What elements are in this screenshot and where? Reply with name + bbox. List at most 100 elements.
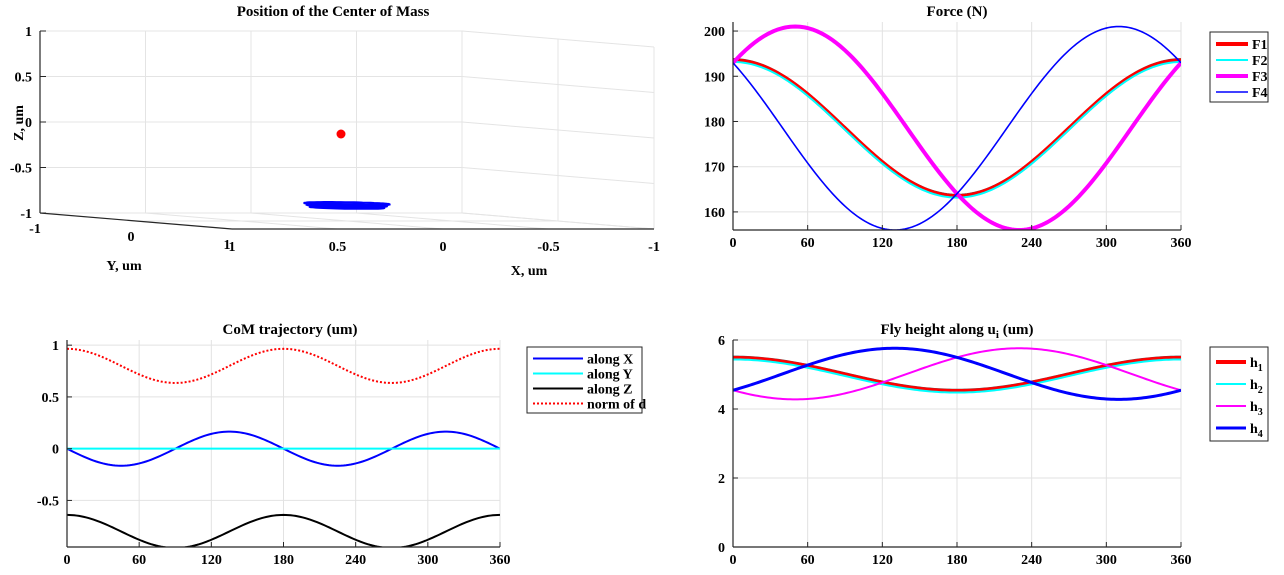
- fly-height-title-sub: i: [996, 329, 999, 341]
- y-tick-label: 190: [704, 70, 725, 85]
- fly-height-chart: Fly height along ui (um) 0 60 120 180 240 300…: [718, 322, 1269, 568]
- z-tick-label: 0: [25, 116, 32, 131]
- com-3d-zlabel: Z, um: [12, 105, 27, 141]
- plot-area: [67, 347, 500, 547]
- force-ticks: 0 60 120 180 240 300 360 160 170 180 190 200: [704, 25, 1192, 251]
- com-3d-title: Position of the Center of Mass: [237, 4, 430, 20]
- y-tick-label: 200: [704, 25, 725, 40]
- y-tick-label: -0.5: [37, 494, 59, 509]
- force-chart: Force (N) 0 60 120 180 240 300 360 160 170 180 190…: [704, 4, 1269, 251]
- legend-label-main-2: h: [1250, 378, 1258, 393]
- legend-label-1: F1: [1252, 38, 1268, 53]
- x-tick-label: 120: [872, 236, 893, 251]
- legend-label-1: along X: [587, 353, 633, 368]
- x-tick-label: 60: [801, 553, 815, 568]
- series-line-3: [67, 513, 500, 547]
- x-tick-label: 300: [417, 553, 438, 568]
- legend-label-sub-3: 3: [1258, 407, 1263, 418]
- x-tick-label: 120: [872, 553, 893, 568]
- com-3d-grid: [39, 30, 655, 230]
- legend-label-2: F2: [1252, 54, 1268, 69]
- x-tick-label: 60: [801, 236, 815, 251]
- fly-height-lines: [733, 346, 1181, 401]
- x-tick-label: 0: [730, 553, 737, 568]
- x-tick-label: 0: [64, 553, 71, 568]
- y-tick-label: 2: [718, 472, 725, 487]
- legend-label-3: F3: [1252, 70, 1268, 85]
- x-tick-label: 0: [730, 236, 737, 251]
- y-tick-label: 1: [52, 339, 59, 354]
- plot-area: [733, 346, 1181, 401]
- x-tick-label: 60: [132, 553, 146, 568]
- legend-label-main-1: along X: [587, 353, 633, 368]
- x-tick-label: -1: [648, 240, 660, 255]
- x-tick-label: 0.5: [329, 240, 347, 255]
- series-line-4: [733, 346, 1181, 401]
- z-tick-label: -0.5: [10, 162, 32, 177]
- com-trajectory-chart: CoM trajectory (um) 0 60 120 180 240 300 36010…: [37, 322, 646, 568]
- legend-label-1: h1: [1250, 356, 1263, 374]
- legend-label-main-4: h: [1250, 422, 1258, 437]
- legend-label-sub-4: 4: [1258, 429, 1263, 440]
- legend-label-2: along Y: [587, 368, 633, 383]
- y-tick-label: 0.5: [42, 391, 60, 406]
- com-3d-axes: [39, 30, 654, 230]
- force-frame: [732, 22, 1182, 231]
- legend-label-main-4: F4: [1252, 86, 1268, 101]
- y-axis-line: [39, 212, 233, 230]
- x-tick-label: 1: [229, 240, 236, 255]
- legend-label-sub-1: 1: [1258, 363, 1263, 374]
- legend-label-sub-2: 2: [1258, 385, 1263, 396]
- legend-label-main-2: F2: [1252, 54, 1268, 69]
- fly-height-ticks: 0 60 120 180 240 300 360 0 2 4 6: [718, 334, 1192, 568]
- fly-height-title-tail: (um): [999, 322, 1034, 338]
- trajectory-loop: [303, 201, 391, 207]
- x-tick-label: 180: [273, 553, 294, 568]
- com-marker: [336, 129, 346, 139]
- y-tick-label: 180: [704, 115, 725, 130]
- com-trajectory-lines: [67, 347, 500, 547]
- legend-label-4: h4: [1250, 422, 1263, 440]
- z-tick-label: 1: [25, 25, 32, 40]
- com-trajectory-ticks: 0 60 120 180 240 300 360 1 0.5 0 -0.5: [37, 339, 511, 568]
- x-tick-label: 360: [1171, 553, 1192, 568]
- y-tick-label: 0: [52, 443, 59, 458]
- x-tick-label: 360: [490, 553, 511, 568]
- y-tick-label: 170: [704, 161, 725, 176]
- y-tick-label: 160: [704, 206, 725, 221]
- series-line-4: [733, 25, 1181, 230]
- x-tick-label: 180: [947, 236, 968, 251]
- com-3d-ylabel: Y, um: [106, 259, 142, 274]
- plot-area: [733, 24, 1181, 230]
- series-line-4: [67, 347, 500, 384]
- x-tick-label: 180: [947, 553, 968, 568]
- y-tick-label: 4: [718, 403, 725, 418]
- x-tick-label: -0.5: [537, 240, 559, 255]
- legend-label-3: h3: [1250, 400, 1263, 418]
- fly-height-title: Fly height along ui (um): [880, 322, 1033, 341]
- legend-label-main-1: F1: [1252, 38, 1268, 53]
- center-of-mass-3d-plot: Position of the Center of Mass 1 0.5 0 -0.5…: [10, 4, 660, 279]
- x-tick-label: 240: [1021, 553, 1042, 568]
- y-tick-label: 0: [718, 541, 725, 556]
- y-tick-label: 1: [224, 238, 231, 253]
- legend-label-2: h2: [1250, 378, 1263, 396]
- force-grid: [732, 22, 1182, 230]
- legend-label-4: norm of d: [587, 398, 646, 413]
- x-tick-label: 0: [440, 240, 447, 255]
- x-tick-label: 300: [1096, 553, 1117, 568]
- force-lines: [733, 24, 1181, 230]
- fly-height-grid: [732, 339, 1182, 548]
- legend-label-main-3: F3: [1252, 70, 1268, 85]
- x-tick-label: 120: [201, 553, 222, 568]
- legend-label-main-3: h: [1250, 400, 1258, 415]
- force-title: Force (N): [927, 4, 988, 20]
- com-3d-data: [303, 129, 391, 210]
- z-tick-label: 0.5: [15, 71, 33, 86]
- legend-label-main-4: norm of d: [587, 398, 646, 413]
- series-line-2: [733, 60, 1181, 199]
